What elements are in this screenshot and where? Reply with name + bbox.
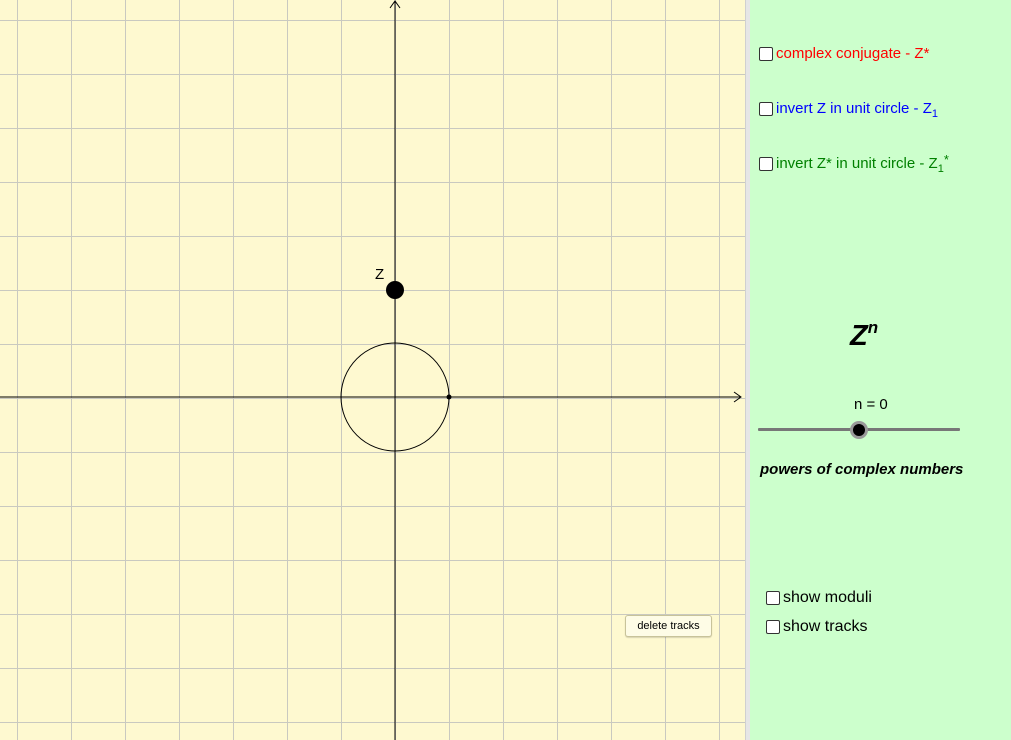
graphics-view[interactable]: Z delete tracks [0, 0, 747, 740]
invert-conjugate-checkbox[interactable] [759, 156, 773, 171]
x-axis-arrow-icon [733, 391, 742, 403]
show-moduli-label: show moduli [783, 589, 872, 606]
invert-z-toggle[interactable]: invert Z in unit circle - Z1 [759, 100, 938, 120]
show-tracks-checkbox[interactable] [766, 620, 780, 634]
control-panel [750, 0, 1011, 740]
n-slider-handle[interactable] [850, 421, 868, 439]
y-axis-arrow-icon [389, 0, 401, 9]
complex-plane[interactable]: Z [0, 0, 747, 740]
invert-conjugate-label: invert Z* in unit circle - Z1* [776, 152, 949, 175]
show-tracks-toggle[interactable]: show tracks [766, 618, 867, 636]
invert-z-checkbox[interactable] [759, 101, 773, 116]
panel-divider[interactable] [745, 0, 750, 740]
invert-z-label: invert Z in unit circle - Z1 [776, 100, 938, 120]
invert-conjugate-toggle[interactable]: invert Z* in unit circle - Z1* [759, 152, 949, 175]
subtitle: powers of complex numbers [760, 461, 964, 478]
unit-point[interactable] [446, 394, 452, 400]
complex-conjugate-checkbox[interactable] [759, 46, 773, 61]
show-moduli-toggle[interactable]: show moduli [766, 589, 872, 607]
zn-title: Zn [850, 318, 879, 352]
point-z[interactable] [386, 281, 404, 299]
show-moduli-checkbox[interactable] [766, 591, 780, 605]
show-tracks-label: show tracks [783, 618, 868, 635]
complex-conjugate-label: complex conjugate - Z* [776, 45, 930, 62]
slider-value-label: n = 0 [854, 396, 888, 413]
delete-tracks-button[interactable]: delete tracks [625, 615, 712, 637]
point-z-label: Z [375, 266, 384, 283]
complex-conjugate-toggle[interactable]: complex conjugate - Z* [759, 45, 929, 62]
